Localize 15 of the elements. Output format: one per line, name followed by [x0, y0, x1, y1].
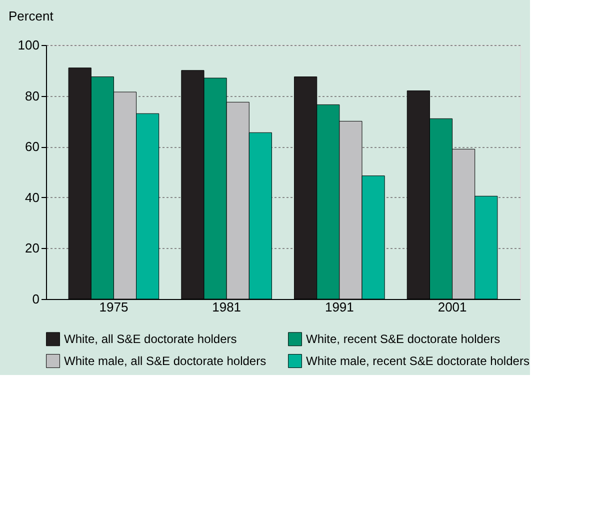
x-tick-label: 1975 [99, 300, 128, 314]
y-axis-title: Percent [8, 8, 54, 24]
legend-label: White, all S&E doctorate holders [64, 332, 237, 346]
y-tick-label: 40 [25, 190, 40, 205]
y-tick-label: 100 [18, 38, 40, 52]
y-tick-label: 0 [32, 292, 40, 306]
x-tick-label: 1991 [324, 300, 354, 314]
legend-label: White, recent S&E doctorate holders [306, 332, 500, 346]
legend-label: White male, recent S&E doctorate holders [306, 354, 530, 368]
legend-label: White male, all S&E doctorate holders [64, 354, 266, 368]
y-tick-label: 20 [25, 240, 40, 256]
y-tick-label: 80 [25, 88, 40, 104]
x-tick-label: 2001 [438, 300, 467, 314]
y-tick-label: 60 [25, 139, 40, 154]
x-tick-label: 1981 [212, 300, 242, 314]
